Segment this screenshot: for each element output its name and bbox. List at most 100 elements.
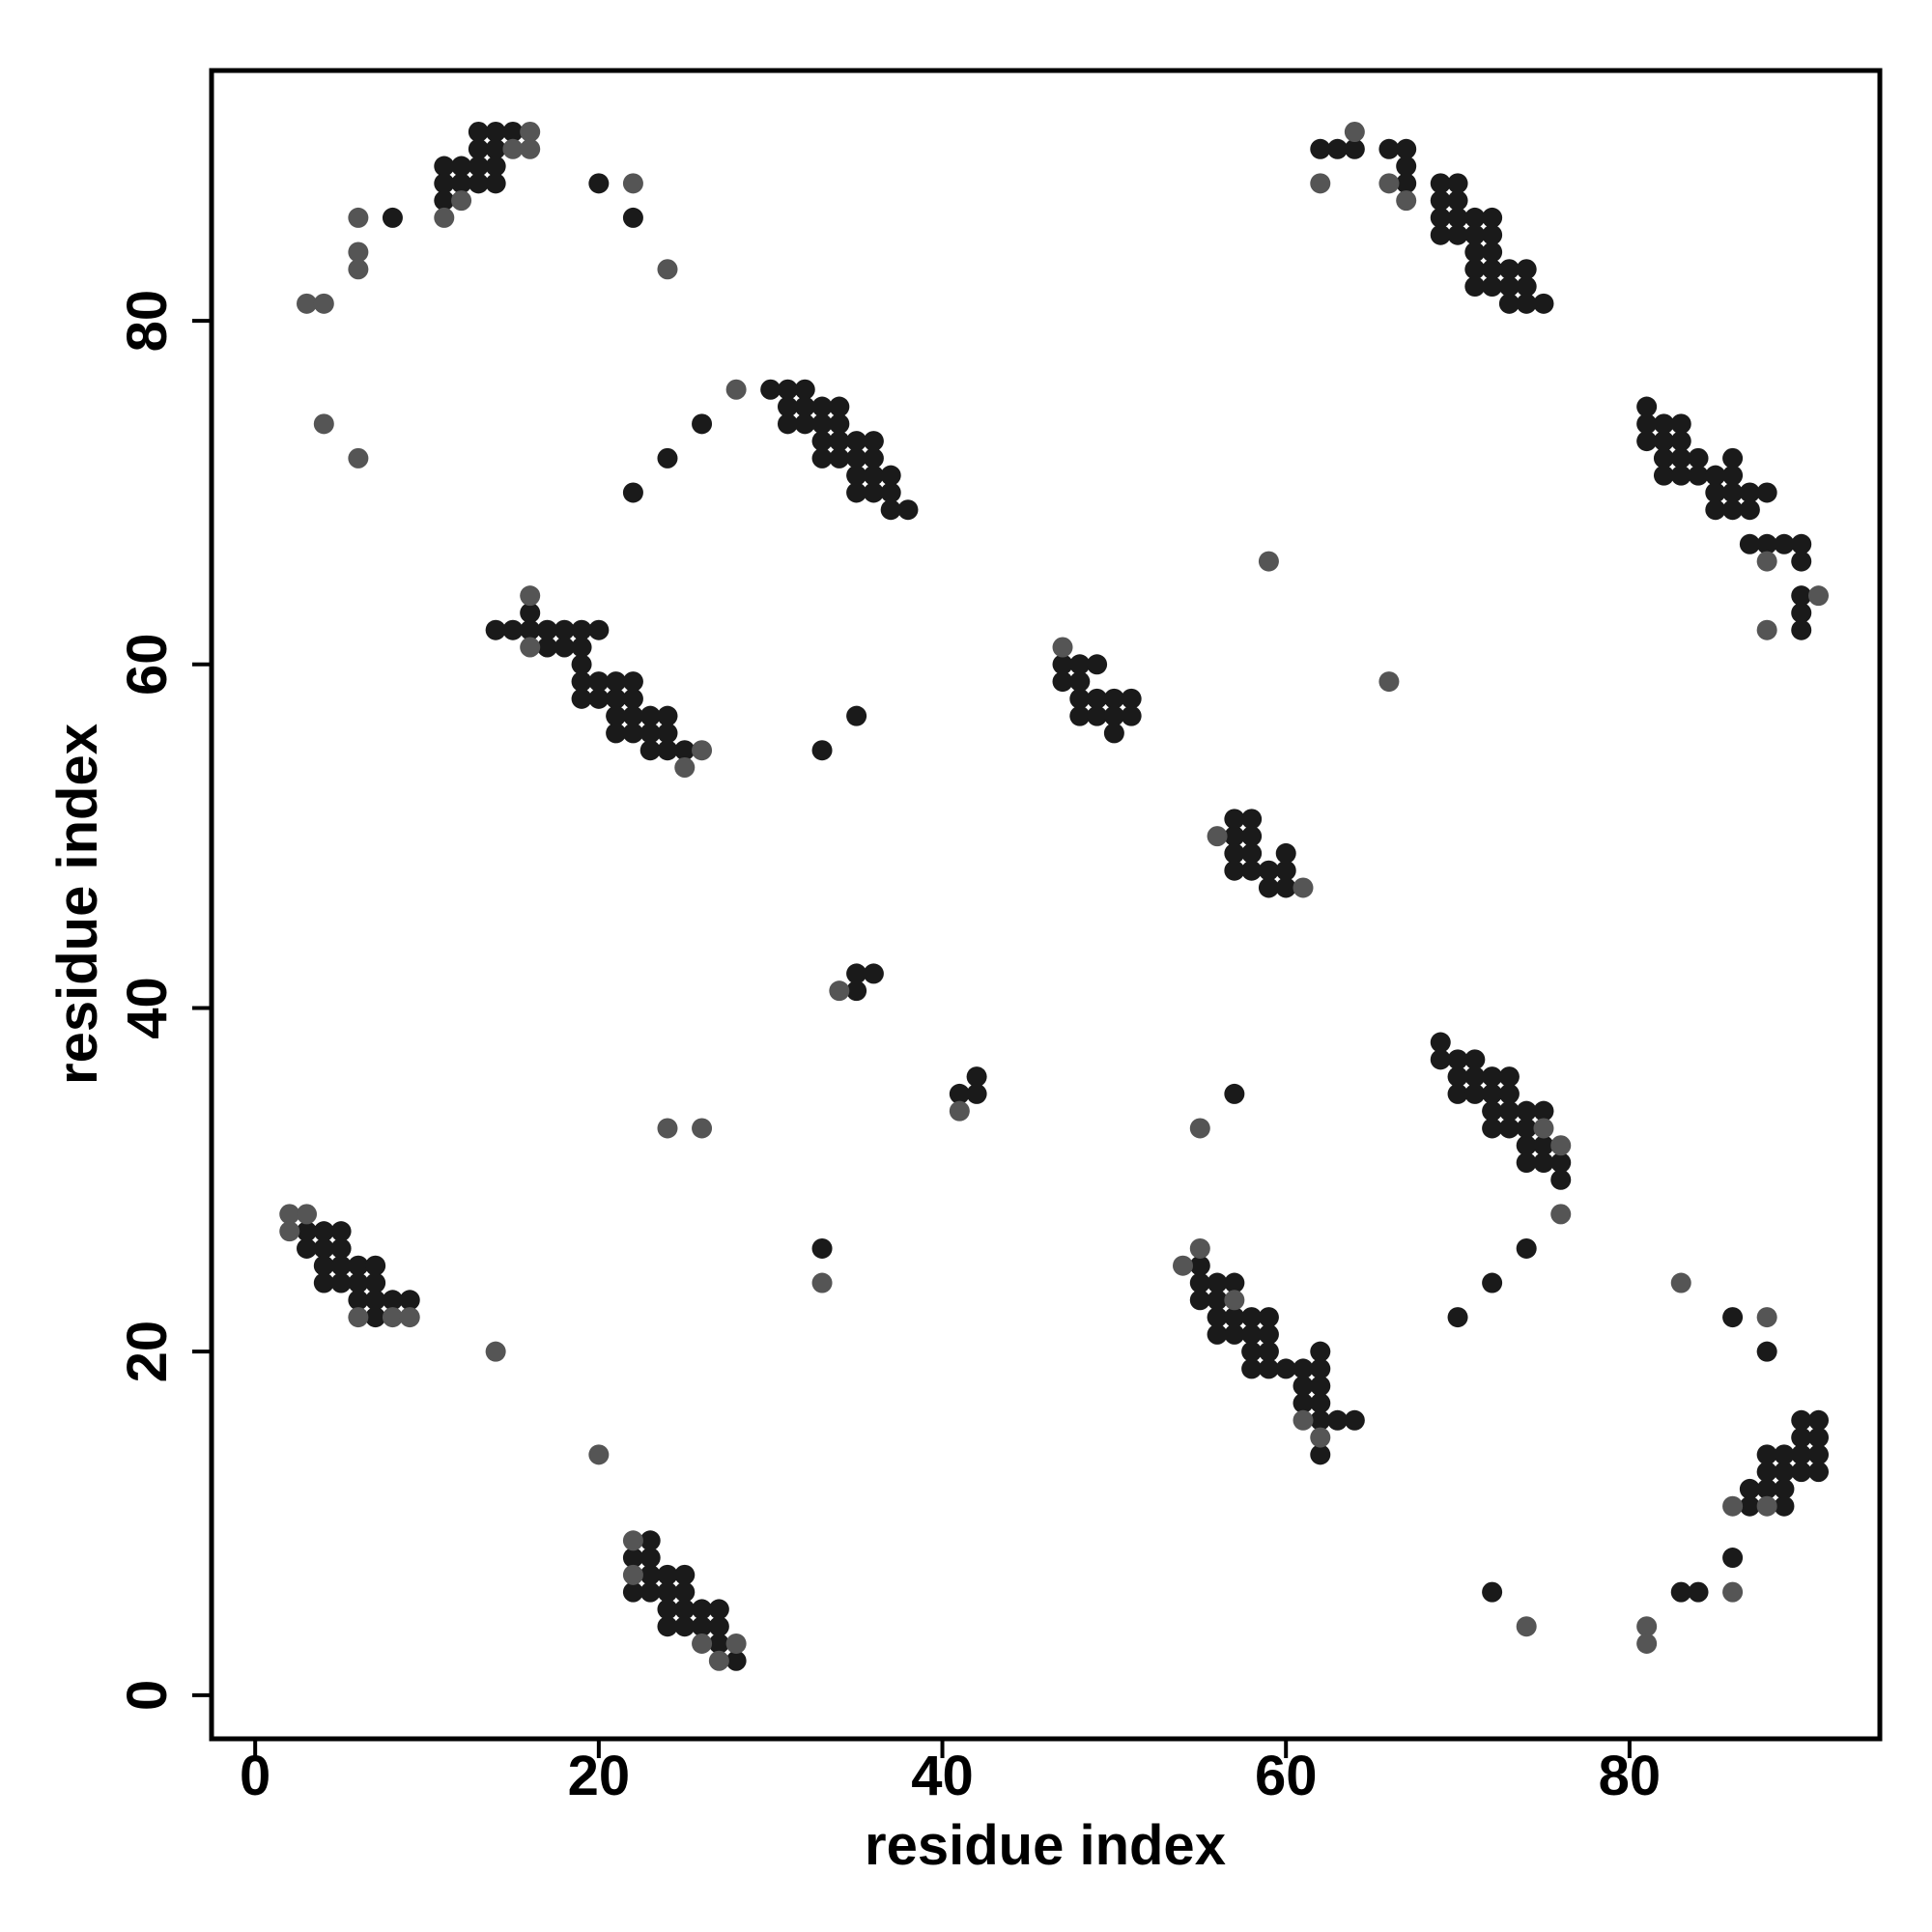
point: [1808, 1409, 1830, 1431]
point: [1670, 447, 1691, 469]
point: [1482, 1272, 1503, 1293]
point: [1533, 1135, 1554, 1156]
point: [1396, 156, 1417, 177]
point: [1653, 447, 1674, 469]
point: [1498, 1066, 1520, 1088]
point: [297, 1204, 318, 1225]
point: [1756, 1341, 1777, 1362]
point: [588, 173, 610, 194]
point: [1447, 1066, 1468, 1088]
point: [554, 637, 575, 658]
point: [1224, 860, 1245, 881]
point: [1516, 1135, 1537, 1156]
point: [1293, 1409, 1314, 1431]
point: [571, 619, 592, 640]
point: [1722, 499, 1744, 521]
point: [297, 1237, 318, 1259]
point: [520, 602, 541, 623]
point: [1636, 413, 1658, 435]
point: [1258, 877, 1279, 898]
point: [622, 1581, 643, 1603]
point: [657, 740, 678, 761]
point: [606, 705, 627, 726]
point: [1241, 1341, 1263, 1362]
point: [1430, 224, 1451, 245]
point: [1498, 1118, 1520, 1139]
x-axis-label: residue index: [865, 1814, 1226, 1877]
point: [1533, 1118, 1554, 1139]
point: [1344, 1409, 1365, 1431]
point: [1791, 1462, 1812, 1483]
point: [657, 1581, 678, 1603]
point: [1756, 551, 1777, 572]
point: [622, 173, 643, 194]
point: [674, 756, 696, 778]
point: [674, 1599, 696, 1620]
point: [1791, 1444, 1812, 1465]
point: [949, 1083, 970, 1104]
point: [1464, 1049, 1486, 1070]
point: [1275, 877, 1296, 898]
point: [1705, 465, 1726, 486]
x-tick-label: 0: [240, 1745, 270, 1807]
point: [1739, 499, 1760, 521]
point: [1516, 1118, 1537, 1139]
point: [348, 1255, 369, 1276]
y-tick-label: 0: [116, 1680, 179, 1711]
point: [1447, 224, 1468, 245]
point: [1482, 207, 1503, 228]
point: [1224, 1323, 1245, 1345]
point: [639, 1548, 661, 1569]
point: [692, 1599, 713, 1620]
point: [1447, 207, 1468, 228]
point: [811, 447, 833, 469]
point: [1636, 1616, 1658, 1637]
point: [657, 1564, 678, 1585]
point: [348, 207, 369, 228]
point: [520, 637, 541, 658]
point: [1087, 654, 1108, 675]
point: [1533, 1152, 1554, 1174]
point: [451, 156, 472, 177]
point: [1189, 1118, 1210, 1139]
point: [1310, 1376, 1331, 1397]
point: [1498, 1083, 1520, 1104]
point: [1241, 809, 1263, 830]
point: [1705, 482, 1726, 503]
point: [348, 1307, 369, 1328]
point: [348, 259, 369, 280]
point: [279, 1221, 300, 1242]
point: [846, 963, 867, 984]
point: [279, 1204, 300, 1225]
y-tick-label: 80: [116, 290, 179, 353]
point: [1482, 1118, 1503, 1139]
point: [382, 207, 403, 228]
point: [811, 740, 833, 761]
point: [1224, 1290, 1245, 1311]
point: [1688, 447, 1709, 469]
point: [1189, 1290, 1210, 1311]
point: [639, 740, 661, 761]
point: [1224, 1272, 1245, 1293]
point: [811, 431, 833, 452]
point: [674, 1564, 696, 1585]
point: [794, 396, 815, 417]
point: [708, 1616, 729, 1637]
x-tick-label: 80: [1599, 1745, 1662, 1807]
point: [966, 1066, 987, 1088]
point: [811, 1272, 833, 1293]
point: [657, 1599, 678, 1620]
point: [692, 740, 713, 761]
point: [571, 654, 592, 675]
point: [1087, 688, 1108, 709]
point: [639, 1564, 661, 1585]
point: [520, 585, 541, 607]
point: [1103, 723, 1124, 744]
point: [1653, 465, 1674, 486]
point: [708, 1650, 729, 1671]
point: [1224, 1083, 1245, 1104]
point: [863, 963, 884, 984]
point: [1482, 1100, 1503, 1122]
point: [1258, 1323, 1279, 1345]
point: [622, 1564, 643, 1585]
